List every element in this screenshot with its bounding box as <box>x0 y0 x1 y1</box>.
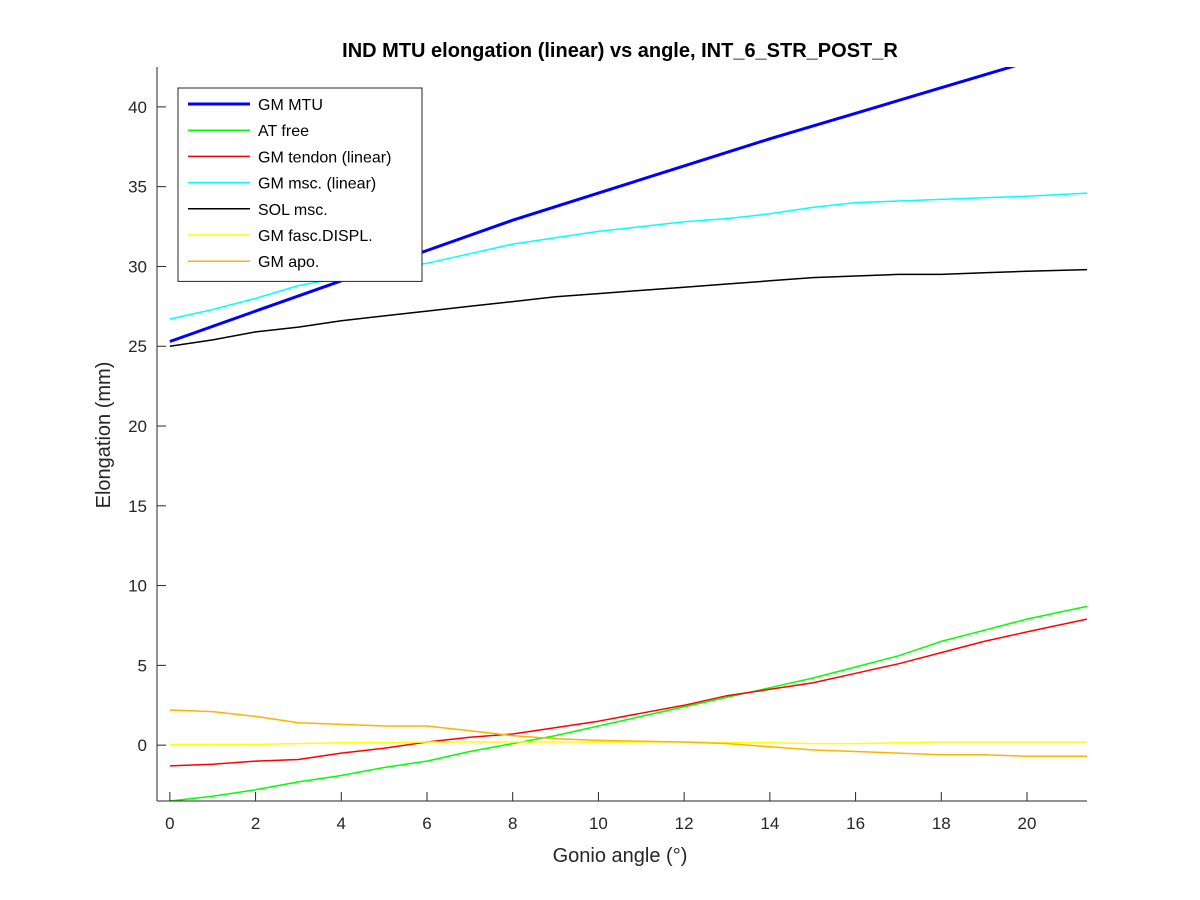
series-line-gm-apo <box>169 709 1087 758</box>
legend: GM MTU AT free GM tendon (linear) GM msc. (… <box>177 87 423 282</box>
series-line-gm-mtu <box>169 67 1017 343</box>
legend-entry-label: GM MTU <box>258 97 323 114</box>
legend-entry-label: AT free <box>258 123 309 140</box>
series-line-gm-tendon-linear <box>169 618 1087 767</box>
y-tick-label: 5 <box>138 656 147 675</box>
y-tick-label: 0 <box>138 736 147 755</box>
legend-entry-label: SOL msc. <box>258 202 328 219</box>
x-tick-label: 0 <box>165 814 174 833</box>
y-tick-label: 10 <box>128 577 147 596</box>
legend-entry-label: GM fasc.DISPL. <box>258 228 373 245</box>
x-tick-label: 8 <box>508 814 517 833</box>
x-tick-label: 6 <box>422 814 431 833</box>
x-tick-label: 2 <box>251 814 260 833</box>
series-line-sol-msc <box>169 268 1087 347</box>
legend-box <box>177 87 423 282</box>
legend-entry-label: GM tendon (linear) <box>258 149 391 166</box>
x-tick-label: 10 <box>589 814 608 833</box>
chart-title: IND MTU elongation (linear) vs angle, IN… <box>342 40 898 62</box>
y-tick-label: 30 <box>128 257 147 276</box>
legend-entry-label: GM msc. (linear) <box>258 176 376 193</box>
y-tick-label: 25 <box>128 337 147 356</box>
x-tick-label: 4 <box>337 814 346 833</box>
x-tick-label: 14 <box>760 814 779 833</box>
y-tick-label: 40 <box>128 98 147 117</box>
x-tick-label: 12 <box>675 814 694 833</box>
series-line-gm-fasc-displ <box>169 741 1087 746</box>
x-tick-label: 18 <box>932 814 951 833</box>
series-line-at-free <box>169 605 1087 801</box>
x-tick-label: 20 <box>1018 814 1037 833</box>
y-tick-label: 35 <box>128 178 147 197</box>
legend-entry-label: GM apo. <box>258 254 319 271</box>
y-tick-label: 20 <box>128 417 147 436</box>
x-axis-label: Gonio angle (°) <box>553 845 688 867</box>
y-tick-label: 15 <box>128 497 147 516</box>
x-tick-label: 16 <box>846 814 865 833</box>
y-axis-label: Elongation (mm) <box>93 362 115 509</box>
